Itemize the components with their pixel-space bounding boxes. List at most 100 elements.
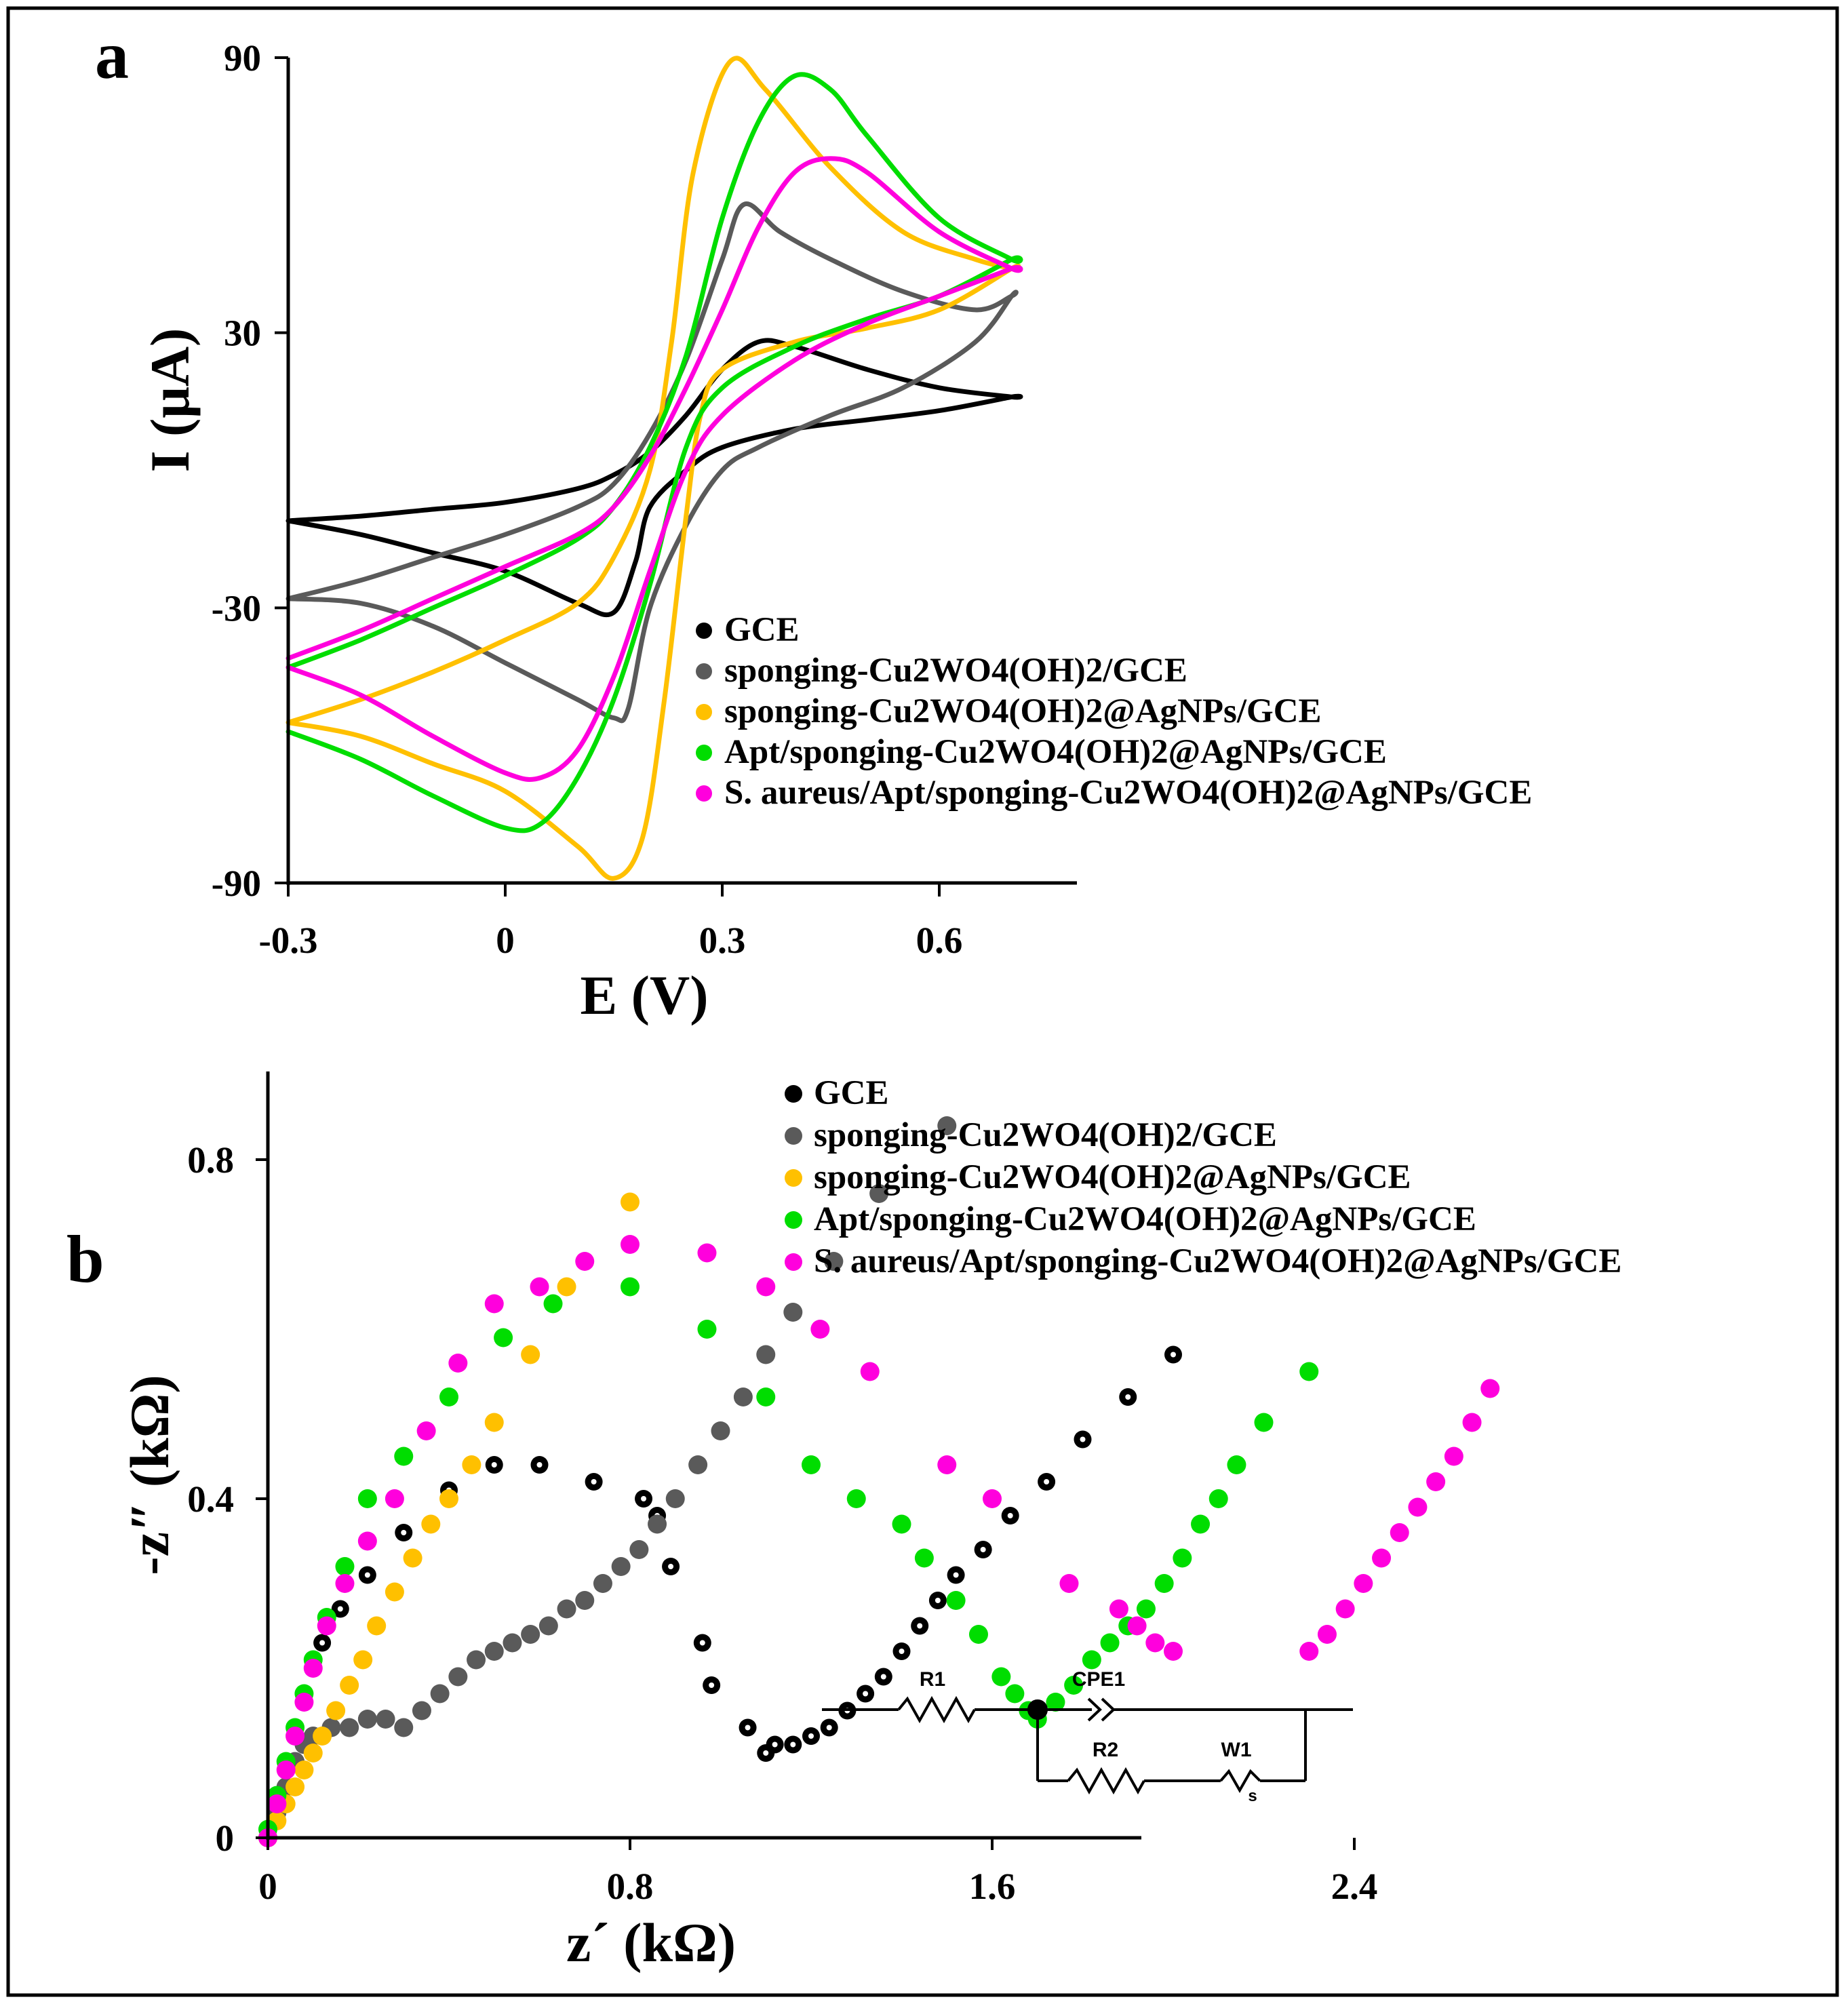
panel-b-point bbox=[439, 1387, 458, 1406]
panel-b-point bbox=[294, 1760, 314, 1779]
panel-b-point bbox=[593, 1574, 612, 1593]
panel-b-y-tick-label: 0 bbox=[216, 1817, 235, 1859]
panel-b-legend-label: GCE bbox=[814, 1074, 889, 1112]
panel-b-point bbox=[1109, 1599, 1128, 1619]
panel-b-point bbox=[286, 1777, 305, 1796]
panel-b-point bbox=[983, 1489, 1002, 1508]
resistor-r1-symbol bbox=[897, 1695, 976, 1724]
figure-frame bbox=[6, 6, 1839, 1997]
panel-b-point bbox=[733, 1387, 753, 1406]
panel-b-point bbox=[1046, 1693, 1065, 1712]
panel-b-point bbox=[294, 1693, 314, 1712]
panel-b-legend-marker bbox=[785, 1127, 802, 1145]
panel-b-point bbox=[430, 1684, 450, 1704]
panel-b-point bbox=[810, 1320, 830, 1339]
panel-b-point bbox=[340, 1718, 359, 1737]
panel-b-legend-label: S. aureus/Apt/sponging-Cu2WO4(OH)2@AgNPs… bbox=[814, 1242, 1621, 1280]
panel-b-y-axis-title: -z″ (kΩ) bbox=[119, 1375, 180, 1575]
panel-a-ticks: -0.3 0 0.3 0.6 -90 -30 30 90 bbox=[212, 37, 963, 961]
panel-b-point bbox=[756, 1345, 776, 1364]
circuit-label-w1-subscript: s bbox=[1248, 1787, 1257, 1805]
panel-a-y-tick-label: 30 bbox=[224, 313, 261, 354]
panel-b-point bbox=[946, 1591, 966, 1610]
panel-b-point bbox=[385, 1489, 404, 1508]
panel-b-point bbox=[357, 1489, 377, 1508]
panel-b-point bbox=[530, 1277, 549, 1297]
panel-b-point bbox=[665, 1489, 685, 1508]
panel-a-legend-marker bbox=[696, 785, 712, 802]
panel-b-x-tick-label: 1.6 bbox=[969, 1866, 1016, 1907]
panel-b-point-center bbox=[953, 1572, 959, 1578]
panel-b-point bbox=[756, 1277, 776, 1297]
panel-b-point bbox=[1173, 1548, 1192, 1568]
panel-b-point bbox=[937, 1116, 957, 1135]
panel-b-label: b bbox=[66, 1221, 104, 1297]
circuit-label-r1: R1 bbox=[920, 1668, 945, 1691]
panel-b-point bbox=[611, 1557, 631, 1576]
panel-b-point bbox=[1390, 1523, 1409, 1542]
panel-b-point bbox=[557, 1277, 576, 1297]
panel-b-point bbox=[621, 1235, 640, 1254]
panel-b-point bbox=[1317, 1625, 1337, 1644]
panel-b-point-center bbox=[790, 1741, 796, 1748]
panel-a-x-tick-label: 0.3 bbox=[699, 920, 746, 961]
panel-b-point bbox=[376, 1710, 395, 1729]
panel-b-point bbox=[484, 1642, 504, 1661]
panel-b-point bbox=[697, 1243, 717, 1263]
panel-b-point bbox=[313, 1727, 332, 1746]
panel-b-point bbox=[1127, 1616, 1147, 1636]
panel-b-point bbox=[1154, 1574, 1174, 1593]
panel-b-point-center bbox=[668, 1564, 674, 1569]
panel-b-y-tick-label: 0.8 bbox=[187, 1139, 234, 1181]
panel-b-point bbox=[1372, 1548, 1392, 1568]
panel-b-point-center bbox=[826, 1725, 832, 1731]
panel-b-point bbox=[448, 1354, 468, 1373]
panel-b-eis-chart: b 0 0.8 1.6 2.4 0 0.4 0.8 z´ (kΩ) -z″ (kΩ) GCE… bbox=[66, 1071, 1621, 1973]
panel-b-point bbox=[394, 1718, 414, 1737]
panel-a-legend-label: GCE bbox=[724, 611, 800, 649]
panel-b-point bbox=[357, 1531, 377, 1551]
panel-a-legend-marker bbox=[696, 745, 712, 761]
panel-b-point-center bbox=[491, 1462, 497, 1468]
panel-b-point-center bbox=[899, 1649, 905, 1654]
cpe1-symbol bbox=[1087, 1697, 1102, 1722]
panel-a-legend: GCEsponging-Cu2WO4(OH)2/GCEsponging-Cu2W… bbox=[696, 611, 1532, 812]
panel-b-point bbox=[394, 1446, 414, 1466]
panel-b-point bbox=[326, 1701, 346, 1720]
panel-b-point bbox=[521, 1345, 540, 1364]
panel-b-legend-marker bbox=[785, 1211, 802, 1229]
panel-b-point bbox=[467, 1650, 486, 1670]
panel-b-point bbox=[416, 1421, 436, 1440]
panel-b-point bbox=[335, 1557, 355, 1576]
circuit-label-w1: W1 bbox=[1221, 1739, 1252, 1761]
panel-b-ticks: 0 0.8 1.6 2.4 0 0.4 0.8 bbox=[187, 1139, 1377, 1907]
panel-b-point bbox=[1208, 1489, 1228, 1508]
panel-b-point bbox=[494, 1328, 513, 1347]
panel-b-point bbox=[802, 1455, 821, 1474]
panel-b-point bbox=[521, 1625, 540, 1644]
panel-b-point bbox=[711, 1421, 730, 1440]
panel-b-legend-marker bbox=[785, 1169, 802, 1187]
panel-b-point bbox=[1299, 1642, 1319, 1661]
panel-b-point bbox=[688, 1455, 708, 1474]
panel-a-x-tick-label: -0.3 bbox=[258, 920, 317, 961]
equivalent-circuit-inset bbox=[822, 1695, 1353, 1795]
circuit-label-r2: R2 bbox=[1093, 1739, 1118, 1761]
panel-a-legend-marker bbox=[696, 623, 712, 639]
panel-b-point bbox=[1064, 1676, 1084, 1695]
panel-a-legend-marker bbox=[696, 704, 712, 720]
panel-b-point bbox=[1100, 1633, 1120, 1653]
panel-b-point bbox=[621, 1277, 640, 1297]
panel-b-point bbox=[462, 1455, 481, 1474]
panel-b-point-center bbox=[591, 1479, 597, 1484]
panel-b-point-center bbox=[337, 1606, 343, 1612]
panel-b-point bbox=[557, 1599, 576, 1619]
panel-b-point bbox=[869, 1184, 889, 1203]
warburg-w1-symbol bbox=[1219, 1769, 1261, 1794]
panel-a-x-axis-title: E (V) bbox=[580, 964, 708, 1026]
panel-b-legend-label: sponging-Cu2WO4(OH)2/GCE bbox=[814, 1116, 1277, 1154]
panel-b-point bbox=[697, 1320, 717, 1339]
panel-a-cv-chart: a -0.3 0 0.3 0.6 -90 -30 30 90 E (V) I (μA) GCE… bbox=[95, 18, 1532, 1026]
panel-a-legend-label: S. aureus/Apt/sponging-Cu2WO4(OH)2@AgNPs… bbox=[724, 774, 1532, 812]
panel-b-series-sponging-cu2wo4-oh-2-agnps-gce bbox=[258, 1192, 640, 1847]
